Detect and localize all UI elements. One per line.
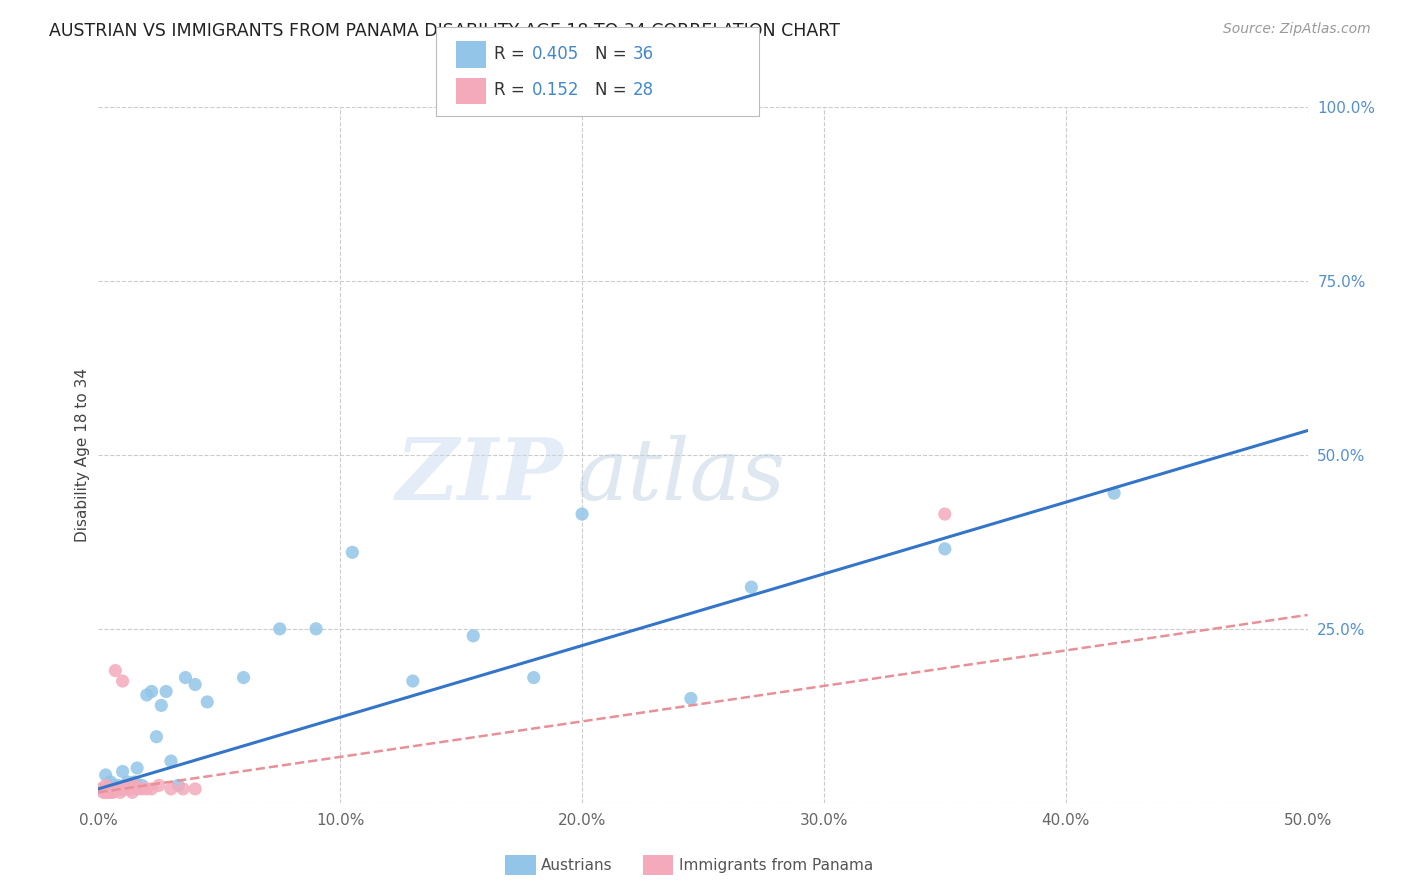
Point xyxy=(127,781,149,796)
Text: Source: ZipAtlas.com: Source: ZipAtlas.com xyxy=(1223,22,1371,37)
Point xyxy=(118,781,141,796)
Point xyxy=(97,785,120,799)
Point xyxy=(740,580,762,594)
Point xyxy=(131,781,153,796)
Point xyxy=(135,781,157,796)
Text: atlas: atlas xyxy=(576,434,785,517)
Point xyxy=(131,778,153,792)
Point xyxy=(117,775,139,789)
Point xyxy=(167,778,190,792)
Point xyxy=(305,622,328,636)
Point xyxy=(101,785,124,799)
Point xyxy=(145,730,167,744)
Point xyxy=(100,785,122,799)
Point xyxy=(111,781,134,796)
Point xyxy=(91,781,114,796)
Point xyxy=(124,775,146,789)
Point xyxy=(269,622,291,636)
Point xyxy=(195,695,218,709)
Point xyxy=(94,778,117,792)
Point xyxy=(108,785,131,799)
Point xyxy=(121,778,143,792)
Point xyxy=(90,781,112,796)
Point xyxy=(108,781,131,796)
Point xyxy=(160,754,183,768)
Text: 28: 28 xyxy=(633,81,654,99)
Point xyxy=(127,761,149,775)
Point xyxy=(107,778,129,792)
Point xyxy=(114,781,136,796)
Point xyxy=(107,781,129,796)
Point xyxy=(104,781,127,796)
Point xyxy=(1102,486,1125,500)
Point xyxy=(679,691,702,706)
Point xyxy=(232,671,254,685)
Point xyxy=(104,664,127,678)
Point xyxy=(463,629,485,643)
Point xyxy=(111,674,134,689)
Point xyxy=(174,671,197,685)
Text: ZIP: ZIP xyxy=(396,434,564,517)
Point xyxy=(100,775,122,789)
Point xyxy=(124,778,146,792)
Point xyxy=(160,781,183,796)
Point xyxy=(342,545,364,559)
Point xyxy=(94,768,117,782)
Point xyxy=(155,684,177,698)
Point xyxy=(934,541,956,556)
Text: Austrians: Austrians xyxy=(541,858,613,872)
Point xyxy=(184,677,207,691)
Point xyxy=(150,698,173,713)
Text: R =: R = xyxy=(494,45,530,62)
Text: 36: 36 xyxy=(633,45,654,62)
Point xyxy=(571,507,593,521)
Point xyxy=(118,781,141,796)
Point xyxy=(114,781,136,796)
Point xyxy=(184,781,207,796)
Point xyxy=(121,785,143,799)
Text: R =: R = xyxy=(494,81,534,99)
Point xyxy=(100,781,122,796)
Text: Immigrants from Panama: Immigrants from Panama xyxy=(679,858,873,872)
Point xyxy=(94,785,117,799)
Point xyxy=(523,671,546,685)
Point xyxy=(934,507,956,521)
Text: 0.152: 0.152 xyxy=(531,81,579,99)
Point xyxy=(148,778,170,792)
Point xyxy=(402,674,425,689)
Point xyxy=(141,781,163,796)
Text: AUSTRIAN VS IMMIGRANTS FROM PANAMA DISABILITY AGE 18 TO 34 CORRELATION CHART: AUSTRIAN VS IMMIGRANTS FROM PANAMA DISAB… xyxy=(49,22,841,40)
Y-axis label: Disability Age 18 to 34: Disability Age 18 to 34 xyxy=(75,368,90,542)
Point xyxy=(141,684,163,698)
Point xyxy=(135,688,157,702)
Text: N =: N = xyxy=(595,81,631,99)
Point xyxy=(101,778,124,792)
Text: 0.405: 0.405 xyxy=(531,45,579,62)
Point xyxy=(91,785,114,799)
Point xyxy=(111,764,134,779)
Point xyxy=(172,781,194,796)
Point xyxy=(117,778,139,792)
Text: N =: N = xyxy=(595,45,631,62)
